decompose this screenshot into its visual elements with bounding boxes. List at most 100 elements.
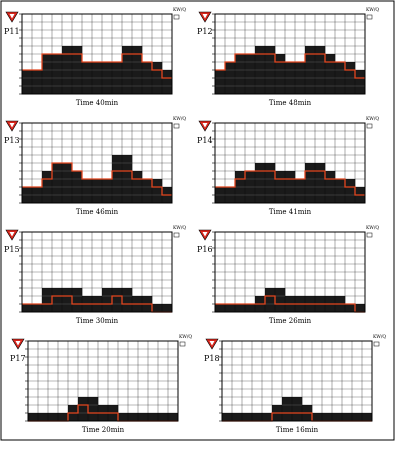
- unit-label: KW/Q: [179, 334, 192, 340]
- chart-panels: P11 KW/Q Time 40min P12 KW/Q Time 48min P13 KW/…: [4, 7, 386, 434]
- unit-box: [366, 232, 373, 238]
- grid-lines: [215, 232, 365, 312]
- bar-p17-13: [148, 413, 159, 421]
- bar-p18-15: [362, 413, 373, 421]
- bar-p16-1: [215, 304, 226, 312]
- bar-p16-7: [275, 288, 286, 312]
- unit-box: [173, 232, 180, 238]
- panel-id-label: P16: [197, 245, 213, 254]
- panel-caption: Time 41min: [269, 208, 312, 216]
- triangle-inner: [202, 14, 208, 19]
- bar-p18-14: [352, 413, 363, 421]
- triangle-inner: [9, 14, 15, 19]
- bar-p15-9: [102, 288, 113, 312]
- bar-p16-4: [245, 304, 256, 312]
- unit-box: [373, 341, 380, 347]
- bar-p15-14: [152, 304, 163, 312]
- bar-p17-15: [168, 413, 179, 421]
- panel-p18: P18 KW/Q Time 16min: [204, 334, 386, 434]
- bar-p11-15: [162, 70, 173, 94]
- bar-p18-5: [262, 413, 273, 421]
- bar-p15-5: [62, 288, 73, 312]
- panel-caption: Time 16min: [276, 426, 319, 434]
- bar-p17-2: [38, 413, 49, 421]
- bar-p17-7: [88, 397, 99, 421]
- triangle-inner: [9, 232, 15, 237]
- bar-p14-14: [345, 179, 356, 203]
- panel-id-label: P12: [197, 27, 213, 36]
- series-line-p15-0: [22, 295, 172, 313]
- bar-p13-4: [52, 163, 63, 203]
- bar-p13-14: [152, 179, 163, 203]
- unit-label: KW/Q: [373, 334, 386, 340]
- red-triangle-warning-icon: [5, 229, 19, 241]
- bar-p12-4: [245, 54, 256, 94]
- series-line-p13-0: [22, 162, 172, 196]
- bar-p13-9: [102, 179, 113, 203]
- bar-p18-4: [252, 413, 263, 421]
- panel-p11: P11 KW/Q Time 40min: [4, 7, 186, 107]
- series-line-p16-0: [215, 295, 365, 313]
- series-line-p11-0: [22, 53, 172, 79]
- series-line-p14-0: [215, 170, 365, 196]
- bar-p12-15: [355, 70, 366, 94]
- bar-p18-12: [332, 413, 343, 421]
- red-triangle-warning-icon: [205, 338, 219, 350]
- bar-p14-9: [295, 179, 306, 203]
- panel-id-label: P11: [4, 27, 20, 36]
- unit-label: KW/Q: [173, 116, 186, 122]
- bar-p14-6: [265, 163, 276, 203]
- bar-p17-12: [138, 413, 149, 421]
- panel-id-label: P14: [197, 136, 213, 145]
- panel-id-label: P17: [10, 354, 26, 363]
- grid-lines: [28, 341, 178, 421]
- outer-border: [0, 0, 395, 441]
- red-triangle-warning-icon: [198, 229, 212, 241]
- panel-p14: P14 KW/Q Time 41min: [197, 116, 379, 216]
- bar-p13-7: [82, 179, 93, 203]
- panel-p12: P12 KW/Q Time 48min: [197, 7, 379, 107]
- unit-box: [173, 14, 180, 20]
- panel-caption: Time 20min: [82, 426, 125, 434]
- red-triangle-warning-icon: [5, 11, 19, 23]
- panel-p15: P15 KW/Q Time 30min: [4, 225, 186, 325]
- unit-label: KW/Q: [173, 7, 186, 13]
- bar-p17-14: [158, 413, 169, 421]
- bar-p16-3: [235, 304, 246, 312]
- bar-p17-10: [118, 413, 129, 421]
- bar-p12-7: [275, 54, 286, 94]
- bar-p12-12: [325, 54, 336, 94]
- red-triangle-warning-icon: [11, 338, 25, 350]
- bar-p16-6: [265, 288, 276, 312]
- bar-p13-8: [92, 179, 103, 203]
- bar-p14-13: [335, 179, 346, 203]
- bar-p15-15: [162, 304, 173, 312]
- series-line-p12-0: [215, 53, 365, 79]
- bar-p15-1: [22, 304, 33, 312]
- panel-caption: Time 26min: [269, 317, 312, 325]
- bar-p17-4: [58, 413, 69, 421]
- bar-p16-2: [225, 304, 236, 312]
- unit-box: [173, 123, 180, 129]
- bar-p13-13: [142, 179, 153, 203]
- panel-id-label: P15: [4, 245, 20, 254]
- bar-p14-11: [315, 163, 326, 203]
- triangle-inner: [202, 123, 208, 128]
- bar-p12-1: [215, 70, 226, 94]
- bar-p15-4: [52, 288, 63, 312]
- bar-p15-2: [32, 304, 43, 312]
- triangle-inner: [202, 232, 208, 237]
- bar-p15-3: [42, 288, 53, 312]
- red-triangle-warning-icon: [5, 120, 19, 132]
- unit-box: [179, 341, 186, 347]
- bar-p14-5: [255, 163, 266, 203]
- bar-p18-8: [292, 397, 303, 421]
- bar-p11-4: [52, 54, 63, 94]
- bar-p18-1: [222, 413, 233, 421]
- bar-p14-10: [305, 163, 316, 203]
- panel-p13: P13 KW/Q Time 46min: [4, 116, 186, 216]
- bar-p18-13: [342, 413, 353, 421]
- panel-caption: Time 48min: [269, 99, 312, 107]
- panel-id-label: P13: [4, 136, 20, 145]
